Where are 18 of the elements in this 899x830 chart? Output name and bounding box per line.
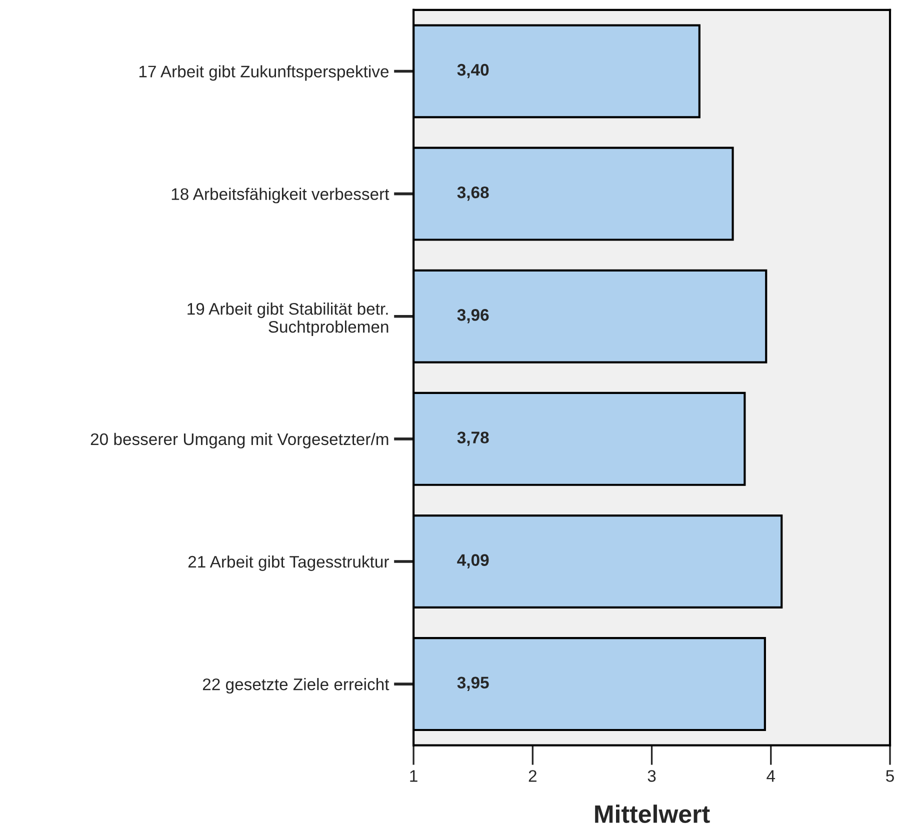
x-axis-title: Mittelwert [595,804,710,823]
y-tick-label: 17 Arbeit gibt Zukunftsperspektive [139,65,389,81]
x-tick-label: 5 [886,770,894,782]
x-tick-label: 1 [410,770,418,782]
y-tick-label: 22 gesetzte Ziele erreicht [202,678,390,694]
data-label: 3,78 [457,432,489,446]
data-label: 3,68 [457,186,489,201]
y-tick-label: 20 besserer Umgang mit Vorgesetzter/m [90,432,388,448]
data-label: 3,95 [457,676,489,691]
x-tick-label: 2 [528,770,536,782]
x-tick-label: 3 [648,770,656,782]
y-tick-label: 19 Arbeit gibt Stabilität betr. Suchtproblemen [188,302,388,336]
data-label: 3,96 [457,309,489,324]
y-tick-label: 21 Arbeit gibt Tagesstruktur [188,555,389,571]
y-tick-label: 18 Arbeitsfähigkeit verbessert [172,188,390,204]
data-label: 4,09 [457,554,489,568]
data-label: 3,40 [457,64,489,78]
x-tick-label: 4 [766,770,776,782]
